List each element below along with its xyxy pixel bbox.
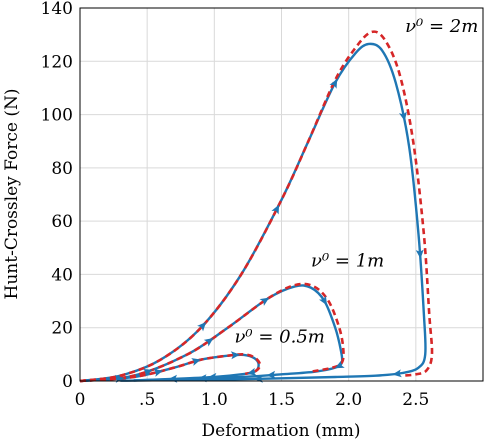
direction-arrow	[334, 360, 345, 369]
direction-arrow	[319, 295, 328, 306]
direction-arrow	[259, 297, 270, 306]
y-tick-label: 100	[41, 106, 73, 126]
series-line-2m-dashed	[79, 30, 434, 383]
annotation-label: ν⁰ = 0.5m	[234, 326, 324, 347]
annotation-label: ν⁰ = 1m	[311, 250, 384, 271]
direction-arrow	[203, 337, 214, 347]
direction-arrow	[399, 111, 407, 122]
y-ticks: 0 20 40 60 80 100 120 140	[41, 0, 73, 392]
direction-arrow	[271, 204, 280, 215]
y-tick-label: 140	[41, 0, 73, 19]
y-tick-label: 20	[51, 319, 73, 339]
direction-arrow	[197, 322, 207, 332]
y-tick-label: 120	[41, 52, 73, 72]
x-tick-label: .5	[139, 390, 155, 410]
direction-arrow	[230, 351, 241, 360]
annotation-label: ν⁰ = 2m	[405, 16, 478, 37]
grid	[79, 7, 484, 382]
series-line-0.5m-dashed	[79, 352, 262, 383]
direction-arrow	[415, 249, 424, 259]
direction-arrow	[207, 372, 217, 381]
x-tick-label: 0	[75, 390, 86, 410]
y-axis-label: Hunt-Crossley Force (N)	[2, 89, 22, 300]
x-axis-label: Deformation (mm)	[202, 421, 361, 441]
y-tick-label: 80	[51, 159, 73, 179]
plot-frame	[79, 7, 484, 382]
annotations: ν⁰ = 2m ν⁰ = 1m ν⁰ = 0.5m	[234, 16, 478, 347]
direction-arrow	[191, 358, 201, 366]
x-ticks: 0 .5 1.0 1.5 2.0 2.5	[75, 390, 430, 410]
direction-arrow	[246, 367, 257, 376]
y-tick-label: 40	[51, 265, 73, 285]
y-tick-label: 60	[51, 212, 73, 232]
x-tick-label: 2.0	[335, 390, 362, 410]
x-tick-label: 2.5	[402, 390, 429, 410]
x-tick-label: 1.0	[201, 390, 228, 410]
direction-arrow	[142, 368, 153, 377]
y-tick-label: 0	[62, 372, 73, 392]
direction-arrow	[266, 370, 276, 379]
series-line-1m-dashed	[79, 282, 345, 383]
direction-arrow	[392, 369, 402, 378]
direction-arrow	[153, 369, 164, 377]
direction-arrow	[197, 374, 207, 383]
x-tick-label: 1.5	[268, 390, 295, 410]
direction-arrow	[329, 78, 338, 89]
